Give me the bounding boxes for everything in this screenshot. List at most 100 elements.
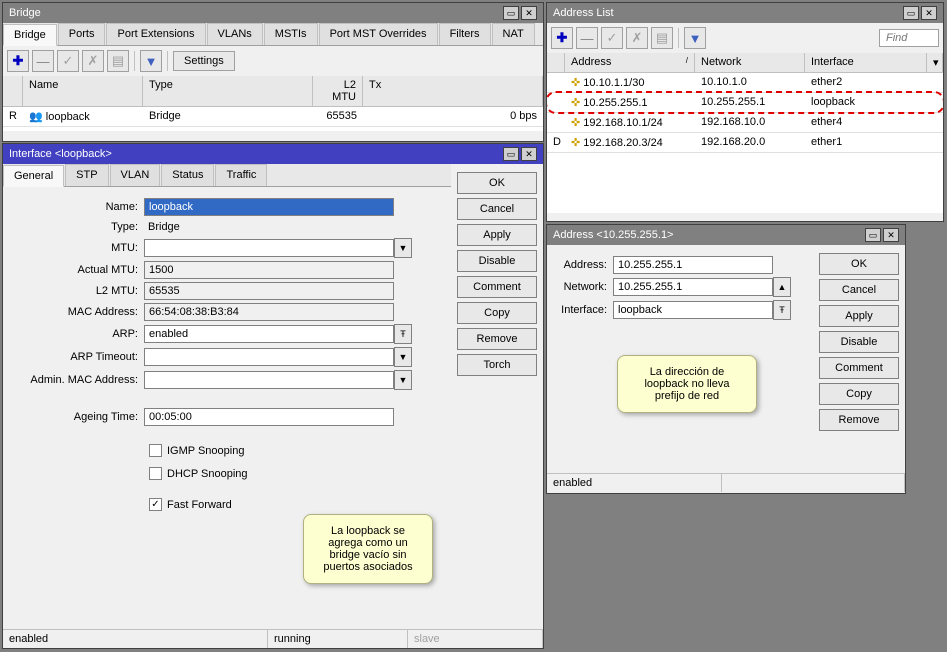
filter-icon[interactable]: ▼ [684,27,706,49]
col-flag[interactable] [547,53,565,72]
igmp-checkbox[interactable] [149,444,162,457]
interface-field[interactable] [613,301,773,319]
tab-general[interactable]: General [3,165,64,187]
ageing-field[interactable] [144,408,394,426]
tab-nat[interactable]: NAT [492,23,535,45]
cancel-button[interactable]: Cancel [819,279,899,301]
arp-timeout-arrow[interactable]: ▼ [394,347,412,367]
cancel-button[interactable]: Cancel [457,198,537,220]
col-network[interactable]: Network [695,53,805,72]
bridge-toolbar: ✚ — ✓ ✗ ▤ ▼ Settings [3,46,543,76]
disable-button[interactable]: ✗ [82,50,104,72]
tab-port-ext[interactable]: Port Extensions [106,23,205,45]
arp-timeout-field[interactable] [144,348,394,366]
remove-button[interactable]: Remove [457,328,537,350]
disable-button[interactable]: Disable [819,331,899,353]
tab-ports[interactable]: Ports [58,23,106,45]
table-row[interactable]: ✜ 10.255.255.1 10.255.255.1 loopback [547,93,943,113]
interface-titlebar: Interface <loopback> ▭ ✕ [3,144,543,164]
tab-vlan[interactable]: VLAN [110,164,161,186]
ok-button[interactable]: OK [819,253,899,275]
disable-button[interactable]: Disable [457,250,537,272]
disable-button[interactable]: ✗ [626,27,648,49]
apply-button[interactable]: Apply [819,305,899,327]
network-field[interactable] [613,278,773,296]
remove-button[interactable]: Remove [819,409,899,431]
enable-button[interactable]: ✓ [57,50,79,72]
table-row[interactable]: ✜ 10.10.1.1/30 10.10.1.0 ether2 [547,73,943,93]
comment-button[interactable]: Comment [819,357,899,379]
bridge-tabs: Bridge Ports Port Extensions VLANs MSTIs… [3,23,543,46]
tab-mstis[interactable]: MSTIs [264,23,318,45]
arp-field[interactable] [144,325,394,343]
admin-mac-arrow[interactable]: ▼ [394,370,412,390]
minimize-icon[interactable]: ▭ [503,147,519,161]
mtu-arrow[interactable]: ▼ [394,238,412,258]
close-icon[interactable]: ✕ [521,6,537,20]
enable-button[interactable]: ✓ [601,27,623,49]
filter-icon[interactable]: ▼ [140,50,162,72]
table-row[interactable]: ✜ 192.168.10.1/24 192.168.10.0 ether4 [547,113,943,133]
copy-button[interactable]: Copy [457,302,537,324]
tab-status[interactable]: Status [161,164,214,186]
comment-button[interactable]: ▤ [651,27,673,49]
col-tx[interactable]: Tx [363,76,543,106]
bridge-grid: R 👥 loopback Bridge 65535 0 bps [3,107,543,131]
torch-button[interactable]: Torch [457,354,537,376]
dhcp-checkbox[interactable] [149,467,162,480]
add-button[interactable]: ✚ [551,27,573,49]
arp-arrow[interactable]: Ŧ [394,324,412,344]
close-icon[interactable]: ✕ [921,6,937,20]
find-input[interactable] [879,29,939,47]
remove-button[interactable]: — [576,27,598,49]
arp-label: ARP: [9,328,144,340]
l2mtu-label: L2 MTU: [9,285,144,297]
table-row[interactable]: D ✜ 192.168.20.3/24 192.168.20.0 ether1 [547,133,943,153]
col-name[interactable]: Name [23,76,143,106]
settings-button[interactable]: Settings [173,51,235,71]
minimize-icon[interactable]: ▭ [865,228,881,242]
remove-button[interactable]: — [32,50,54,72]
col-interface[interactable]: Interface [805,53,927,72]
comment-button[interactable]: Comment [457,276,537,298]
bridge-icon: 👥 [29,111,43,123]
tab-vlans[interactable]: VLANs [207,23,263,45]
network-arrow-icon[interactable]: ▲ [773,277,791,297]
status-enabled: enabled [3,630,268,648]
apply-button[interactable]: Apply [457,224,537,246]
address-list-grid: ✜ 10.10.1.1/30 10.10.1.0 ether2 ✜ 10.255… [547,73,943,213]
interface-tabs: General STP VLAN Status Traffic [3,164,451,187]
minimize-icon[interactable]: ▭ [503,6,519,20]
tab-filters[interactable]: Filters [439,23,491,45]
row-flag [547,93,565,112]
col-l2mtu[interactable]: L2 MTU [313,76,363,106]
tab-traffic[interactable]: Traffic [215,164,267,186]
copy-button[interactable]: Copy [819,383,899,405]
close-icon[interactable]: ✕ [521,147,537,161]
col-menu-icon[interactable]: ▾ [927,53,943,72]
col-flag[interactable] [3,76,23,106]
close-icon[interactable]: ✕ [883,228,899,242]
address-field[interactable] [613,256,773,274]
name-label: Name: [9,201,144,213]
row-flag: D [547,133,565,152]
ok-button[interactable]: OK [457,172,537,194]
name-field[interactable] [144,198,394,216]
comment-button[interactable]: ▤ [107,50,129,72]
bridge-window: Bridge ▭ ✕ Bridge Ports Port Extensions … [2,2,544,142]
mtu-field[interactable] [144,239,394,257]
fast-fwd-checkbox[interactable]: ✓ [149,498,162,511]
col-address[interactable]: Address / [565,53,695,72]
interface-combo-icon[interactable]: Ŧ [773,300,791,320]
tab-port-mst[interactable]: Port MST Overrides [319,23,438,45]
col-type[interactable]: Type [143,76,313,106]
admin-mac-field[interactable] [144,371,394,389]
table-row[interactable]: R 👥 loopback Bridge 65535 0 bps [3,107,543,127]
tab-bridge[interactable]: Bridge [3,24,57,46]
interface-title: Interface <loopback> [9,148,112,160]
minimize-icon[interactable]: ▭ [903,6,919,20]
row-interface: ether1 [805,133,943,152]
add-button[interactable]: ✚ [7,50,29,72]
row-address: ✜ 192.168.20.3/24 [565,133,695,152]
tab-stp[interactable]: STP [65,164,108,186]
